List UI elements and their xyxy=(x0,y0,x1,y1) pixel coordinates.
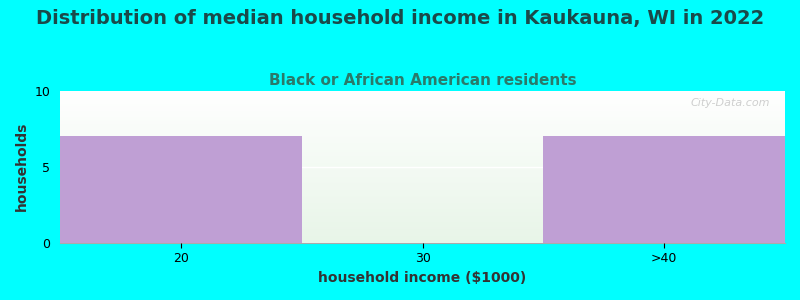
Text: Distribution of median household income in Kaukauna, WI in 2022: Distribution of median household income … xyxy=(36,9,764,28)
Text: City-Data.com: City-Data.com xyxy=(691,98,770,108)
Bar xyxy=(60,136,302,243)
X-axis label: household income ($1000): household income ($1000) xyxy=(318,271,526,285)
Title: Black or African American residents: Black or African American residents xyxy=(269,73,576,88)
Bar xyxy=(543,136,785,243)
Y-axis label: households: households xyxy=(15,122,29,211)
